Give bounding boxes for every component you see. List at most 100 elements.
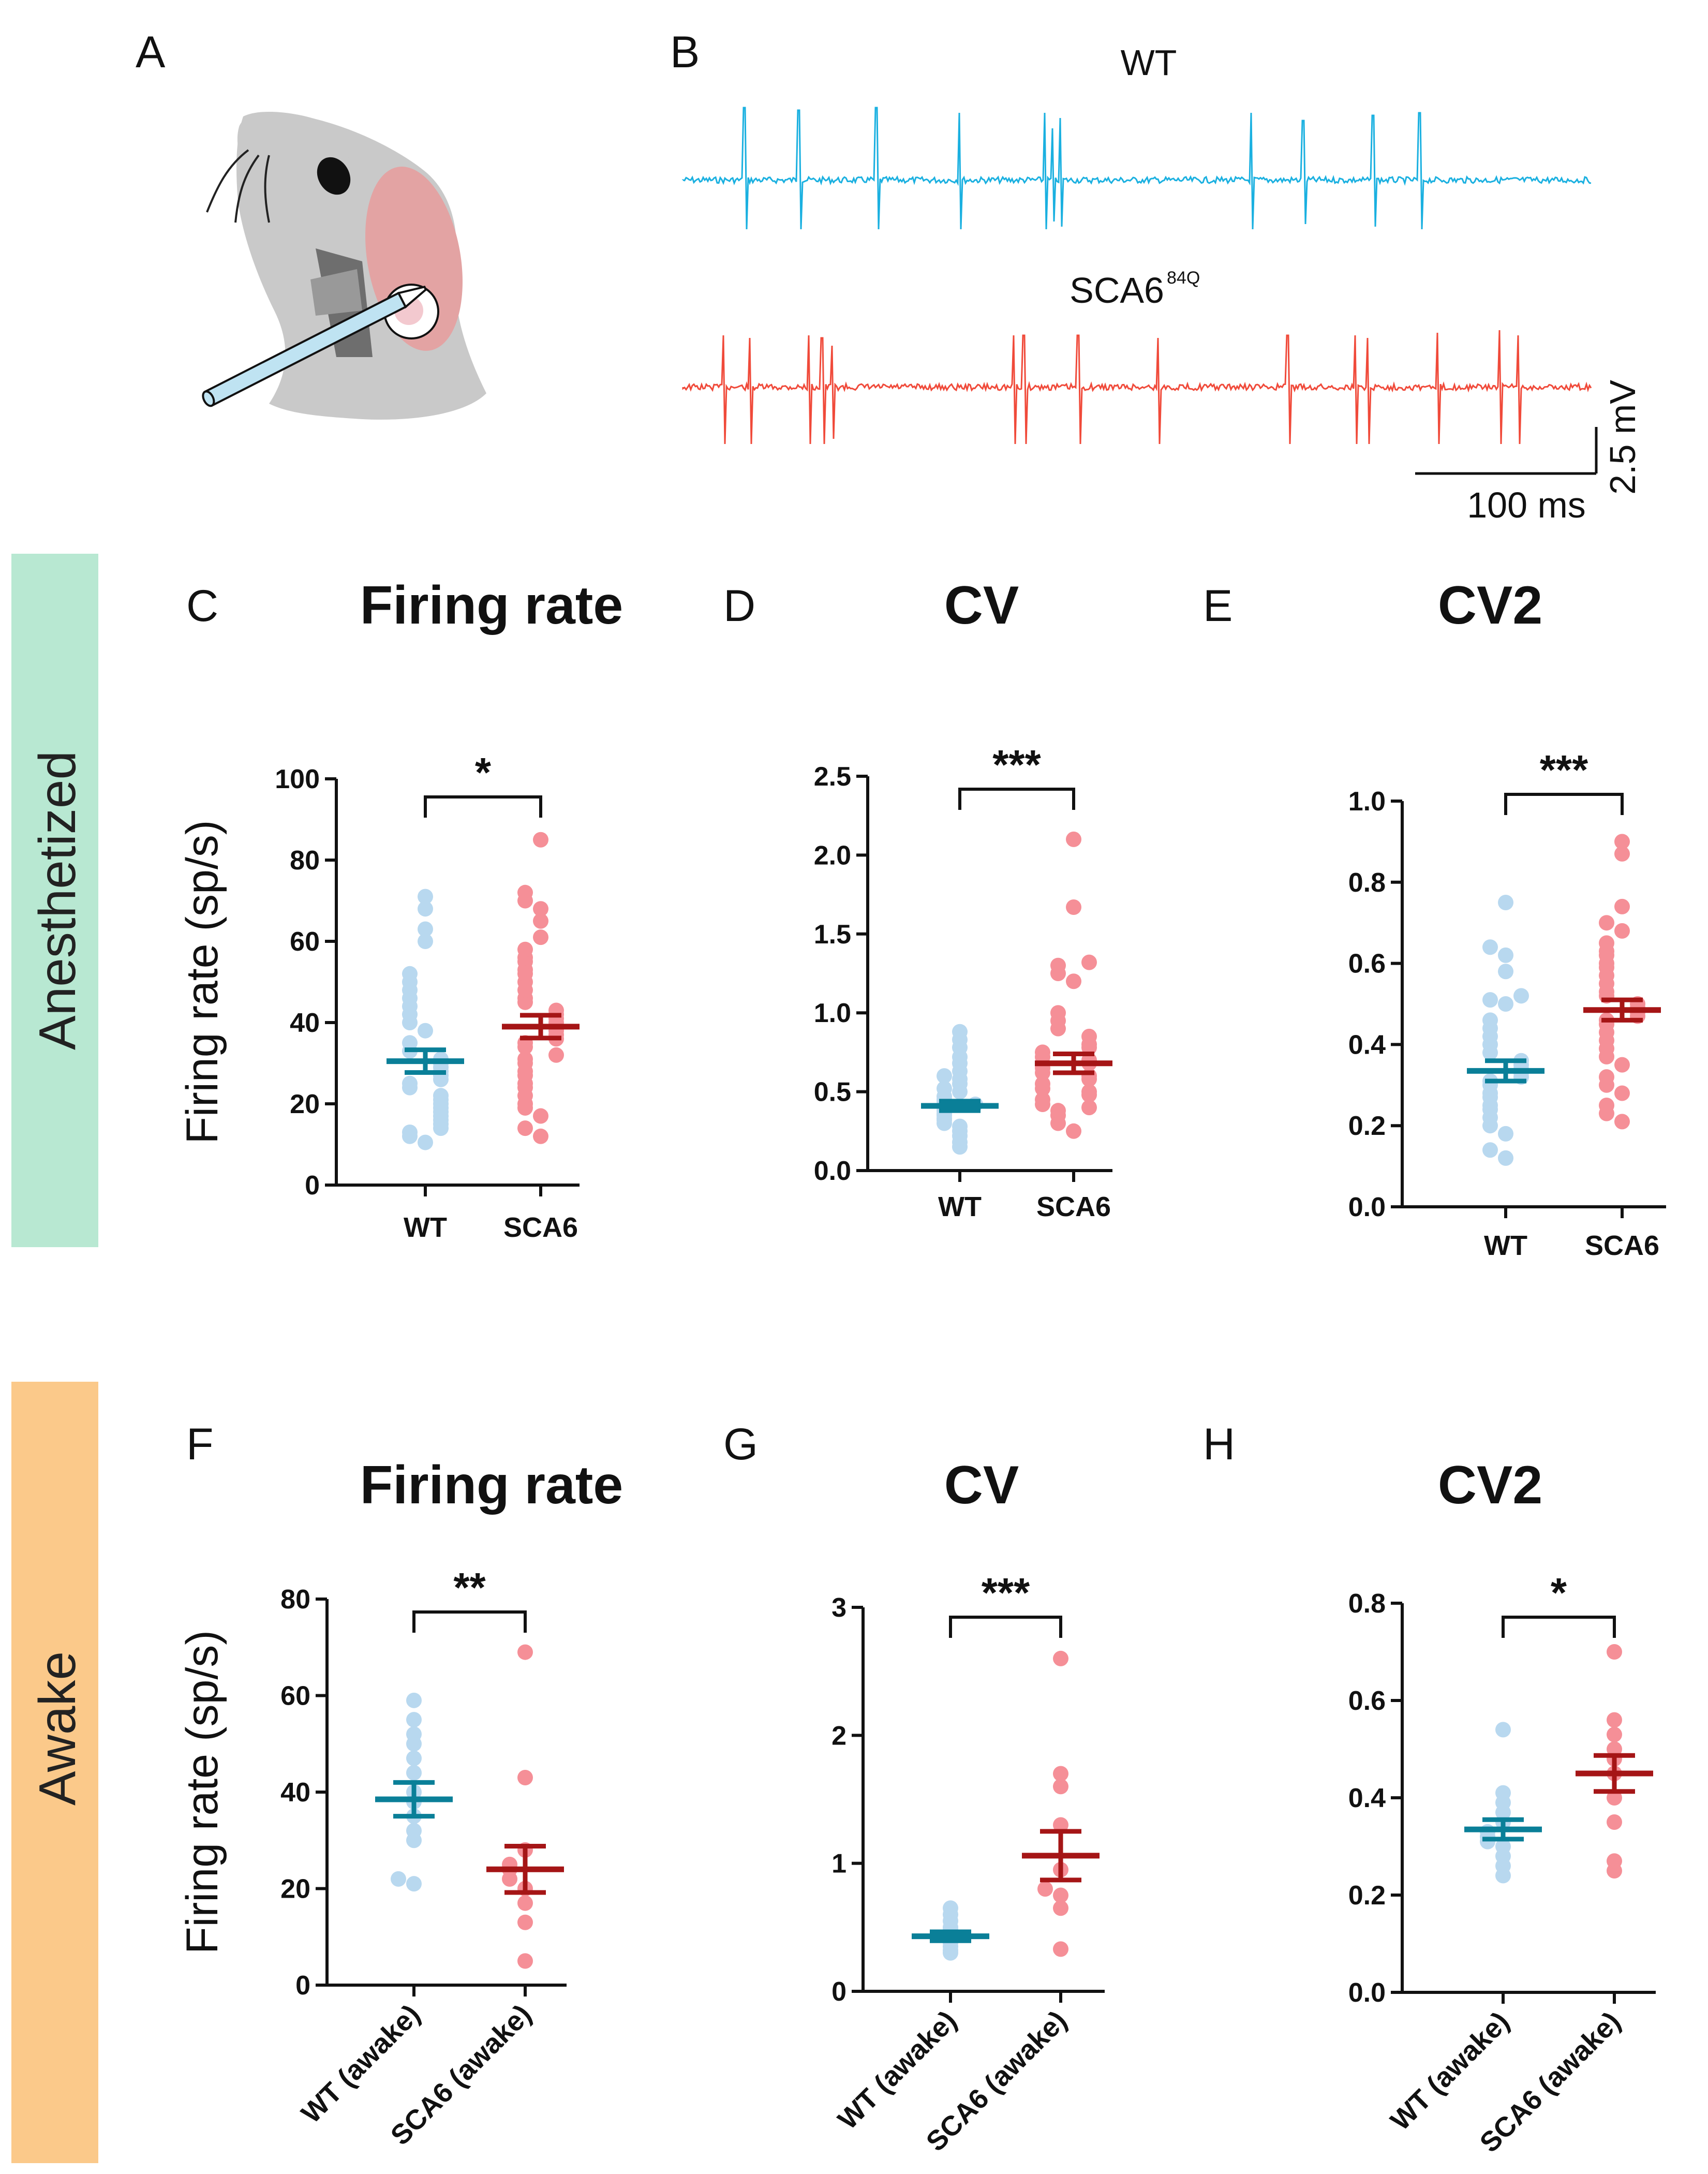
data-point xyxy=(1081,1100,1097,1116)
significance-bracket xyxy=(958,788,1075,810)
data-point xyxy=(533,901,548,917)
y-tick-label: 60 xyxy=(290,927,320,957)
data-point xyxy=(1482,1012,1498,1028)
y-tick-label: 0 xyxy=(295,1971,310,2001)
y-tick-label: 0.5 xyxy=(814,1077,851,1107)
chart-title: CV xyxy=(944,1455,1019,1515)
y-tick-label: 3 xyxy=(831,1593,846,1623)
significance-bracket xyxy=(1504,793,1624,815)
significance-stars: *** xyxy=(982,1570,1030,1616)
data-point xyxy=(1053,1650,1068,1666)
data-point xyxy=(1053,1900,1068,1916)
data-point xyxy=(1599,1098,1614,1113)
y-tick-label: 2.0 xyxy=(814,840,851,870)
data-point xyxy=(1614,834,1630,850)
data-point xyxy=(517,1770,533,1786)
data-point xyxy=(1607,1726,1622,1742)
panel-letter-a: A xyxy=(136,27,166,77)
significance-bracket xyxy=(1502,1616,1616,1638)
data-point xyxy=(1482,1142,1498,1158)
data-point xyxy=(1035,1044,1050,1060)
data-point xyxy=(406,1692,422,1708)
data-point xyxy=(1607,1853,1622,1869)
data-point xyxy=(533,929,548,945)
data-point xyxy=(1066,973,1081,989)
whiskers xyxy=(206,149,270,223)
chart-e-cv2-anesthetized: CV2 0.0 0.2 0.4 0.6 0.8 1.0 WT SCA6 *** xyxy=(1348,575,1666,1261)
wt-trace-label: WT xyxy=(1121,42,1177,83)
data-point xyxy=(402,1075,418,1091)
significance-stars: * xyxy=(1551,1570,1567,1616)
data-point xyxy=(517,941,533,957)
y-axis-label: Firing rate (sp/s) xyxy=(177,820,227,1144)
panel-letter-e: E xyxy=(1203,581,1232,631)
y-axis-label: Firing rate (sp/s) xyxy=(177,1630,227,1954)
y-tick-label: 2 xyxy=(831,1721,846,1751)
data-point xyxy=(1053,1766,1068,1782)
data-point xyxy=(533,1108,548,1124)
wt-trace xyxy=(682,107,1592,230)
pipette xyxy=(202,285,427,407)
data-point xyxy=(1066,1123,1081,1139)
data-point xyxy=(548,1047,564,1063)
data-point xyxy=(418,901,433,917)
data-point xyxy=(418,921,433,937)
data-point xyxy=(418,934,433,949)
panel-letter-b: B xyxy=(670,27,700,77)
panel-letter-f: F xyxy=(186,1419,214,1469)
data-point xyxy=(406,1823,422,1839)
data-point xyxy=(517,1644,533,1660)
scale-time-label: 100 ms xyxy=(1467,485,1586,525)
scale-bar xyxy=(1415,427,1598,475)
data-point xyxy=(1495,1785,1511,1801)
mouse-eye xyxy=(317,157,351,195)
category-label: SCA6 xyxy=(503,1212,578,1243)
category-label: WT xyxy=(1484,1230,1527,1261)
data-point xyxy=(406,1712,422,1728)
y-tick-label: 1.5 xyxy=(814,920,851,950)
data-point xyxy=(1498,1126,1513,1142)
data-point xyxy=(406,1750,422,1766)
y-tick-label: 100 xyxy=(275,764,320,794)
data-point xyxy=(1066,831,1081,847)
chart-title: CV2 xyxy=(1438,1455,1542,1515)
data-point xyxy=(943,1900,958,1916)
category-label: SCA6 xyxy=(1036,1191,1111,1222)
data-point xyxy=(1495,1722,1511,1738)
data-point xyxy=(1035,1076,1050,1092)
head-plate xyxy=(310,269,362,316)
y-tick-label: 0.8 xyxy=(1348,868,1386,898)
mouse-head xyxy=(237,112,378,265)
y-tick-label: 0 xyxy=(305,1171,320,1201)
data-point xyxy=(1050,1103,1066,1119)
y-tick-label: 20 xyxy=(280,1874,310,1904)
data-point xyxy=(1599,1069,1614,1085)
anesthetized-label: Anesthetized xyxy=(28,751,86,1050)
y-tick-label: 2.5 xyxy=(814,762,851,792)
data-point xyxy=(433,1088,449,1104)
y-tick-label: 60 xyxy=(280,1681,310,1711)
data-point xyxy=(1607,1712,1622,1728)
data-point xyxy=(1614,1057,1630,1073)
y-tick-label: 0.0 xyxy=(814,1156,851,1186)
data-point xyxy=(517,1120,533,1136)
data-point xyxy=(1614,1085,1630,1101)
data-point xyxy=(402,1124,418,1140)
data-point xyxy=(1482,939,1498,955)
data-point xyxy=(937,1081,952,1097)
chart-title: Firing rate xyxy=(360,575,623,635)
significance-bracket xyxy=(424,795,542,818)
data-point xyxy=(418,1134,433,1150)
chart-d-cv-anesthetized: CV 0.0 0.5 1.0 1.5 2.0 2.5 WT SCA6 *** xyxy=(814,575,1112,1222)
significance-bracket xyxy=(949,1616,1062,1638)
y-tick-label: 0.2 xyxy=(1348,1881,1386,1911)
y-tick-label: 20 xyxy=(290,1089,320,1119)
data-point xyxy=(1498,964,1513,980)
awake-label: Awake xyxy=(28,1651,86,1806)
data-point xyxy=(1607,1741,1622,1757)
data-point xyxy=(1081,1028,1097,1044)
data-point xyxy=(1495,1839,1511,1854)
data-point xyxy=(1498,996,1513,1012)
